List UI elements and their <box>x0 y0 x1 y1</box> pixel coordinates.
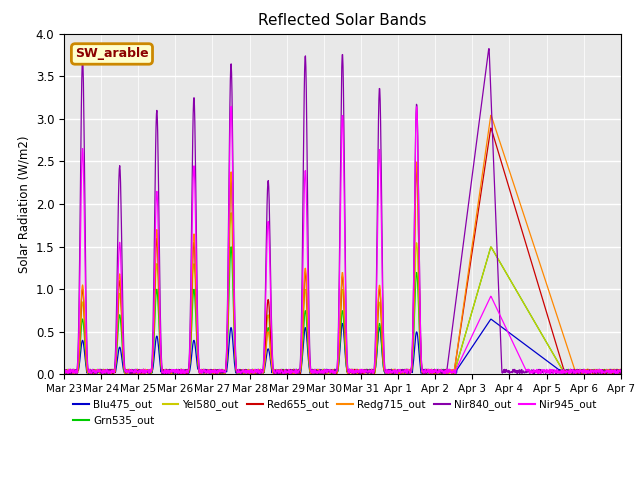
Redg715_out <box>246 371 254 376</box>
Nir840_out <box>584 371 592 376</box>
Nir945_out <box>259 370 267 375</box>
Yel580_out <box>532 321 540 327</box>
Red655_out <box>259 368 267 374</box>
Nir945_out <box>60 371 68 376</box>
Yel580_out <box>259 370 267 376</box>
Nir945_out <box>454 363 461 369</box>
Nir840_out <box>485 46 493 51</box>
Blu475_out <box>531 349 539 355</box>
Blu475_out <box>192 351 200 357</box>
Blu475_out <box>178 369 186 375</box>
Line: Nir945_out: Nir945_out <box>64 107 640 373</box>
Blu475_out <box>584 369 591 375</box>
Nir945_out <box>227 104 235 109</box>
Blu475_out <box>585 371 593 376</box>
Yel580_out <box>227 210 235 216</box>
Nir840_out <box>259 367 267 372</box>
Redg715_out <box>454 344 461 349</box>
Grn535_out <box>192 322 200 327</box>
Red655_out <box>532 274 540 279</box>
Title: Reflected Solar Bands: Reflected Solar Bands <box>258 13 427 28</box>
Line: Red655_out: Red655_out <box>64 128 640 373</box>
Nir945_out <box>178 370 186 376</box>
Redg715_out <box>178 366 186 372</box>
Redg715_out <box>60 369 68 375</box>
Nir840_out <box>193 242 200 248</box>
Redg715_out <box>584 367 592 372</box>
Nir945_out <box>531 368 539 374</box>
Line: Grn535_out: Grn535_out <box>64 247 640 373</box>
Yel580_out <box>429 371 436 376</box>
Grn535_out <box>60 367 68 373</box>
Grn535_out <box>178 366 186 372</box>
Yel580_out <box>454 356 462 362</box>
Line: Nir840_out: Nir840_out <box>64 48 640 373</box>
Grn535_out <box>454 358 461 363</box>
Y-axis label: Solar Radiation (W/m2): Solar Radiation (W/m2) <box>17 135 30 273</box>
Legend: Blu475_out, Grn535_out, Yel580_out, Red655_out, Redg715_out, Nir840_out, Nir945_: Blu475_out, Grn535_out, Yel580_out, Red6… <box>69 395 600 431</box>
Red655_out <box>178 369 186 374</box>
Nir840_out <box>91 371 99 376</box>
Red655_out <box>65 371 73 376</box>
Blu475_out <box>60 369 68 375</box>
Blu475_out <box>259 368 266 374</box>
Grn535_out <box>259 368 267 374</box>
Blu475_out <box>487 316 495 322</box>
Redg715_out <box>532 248 540 254</box>
Nir840_out <box>532 368 540 373</box>
Redg715_out <box>192 289 200 295</box>
Redg715_out <box>487 112 495 118</box>
Red655_out <box>60 369 68 375</box>
Yel580_out <box>60 369 68 374</box>
Yel580_out <box>584 367 592 372</box>
Red655_out <box>193 310 200 316</box>
Line: Blu475_out: Blu475_out <box>64 319 640 373</box>
Line: Yel580_out: Yel580_out <box>64 213 640 373</box>
Nir840_out <box>178 367 186 372</box>
Nir945_out <box>584 369 591 375</box>
Red655_out <box>584 369 592 375</box>
Line: Redg715_out: Redg715_out <box>64 115 640 373</box>
Red655_out <box>487 125 495 131</box>
Redg715_out <box>259 368 267 373</box>
Red655_out <box>454 345 461 351</box>
Text: SW_arable: SW_arable <box>75 48 148 60</box>
Nir840_out <box>60 368 68 373</box>
Grn535_out <box>227 244 235 250</box>
Yel580_out <box>178 368 186 373</box>
Nir945_out <box>192 249 200 254</box>
Blu475_out <box>454 366 461 372</box>
Grn535_out <box>531 320 539 326</box>
Grn535_out <box>584 367 591 373</box>
Yel580_out <box>192 306 200 312</box>
Nir840_out <box>454 284 461 289</box>
